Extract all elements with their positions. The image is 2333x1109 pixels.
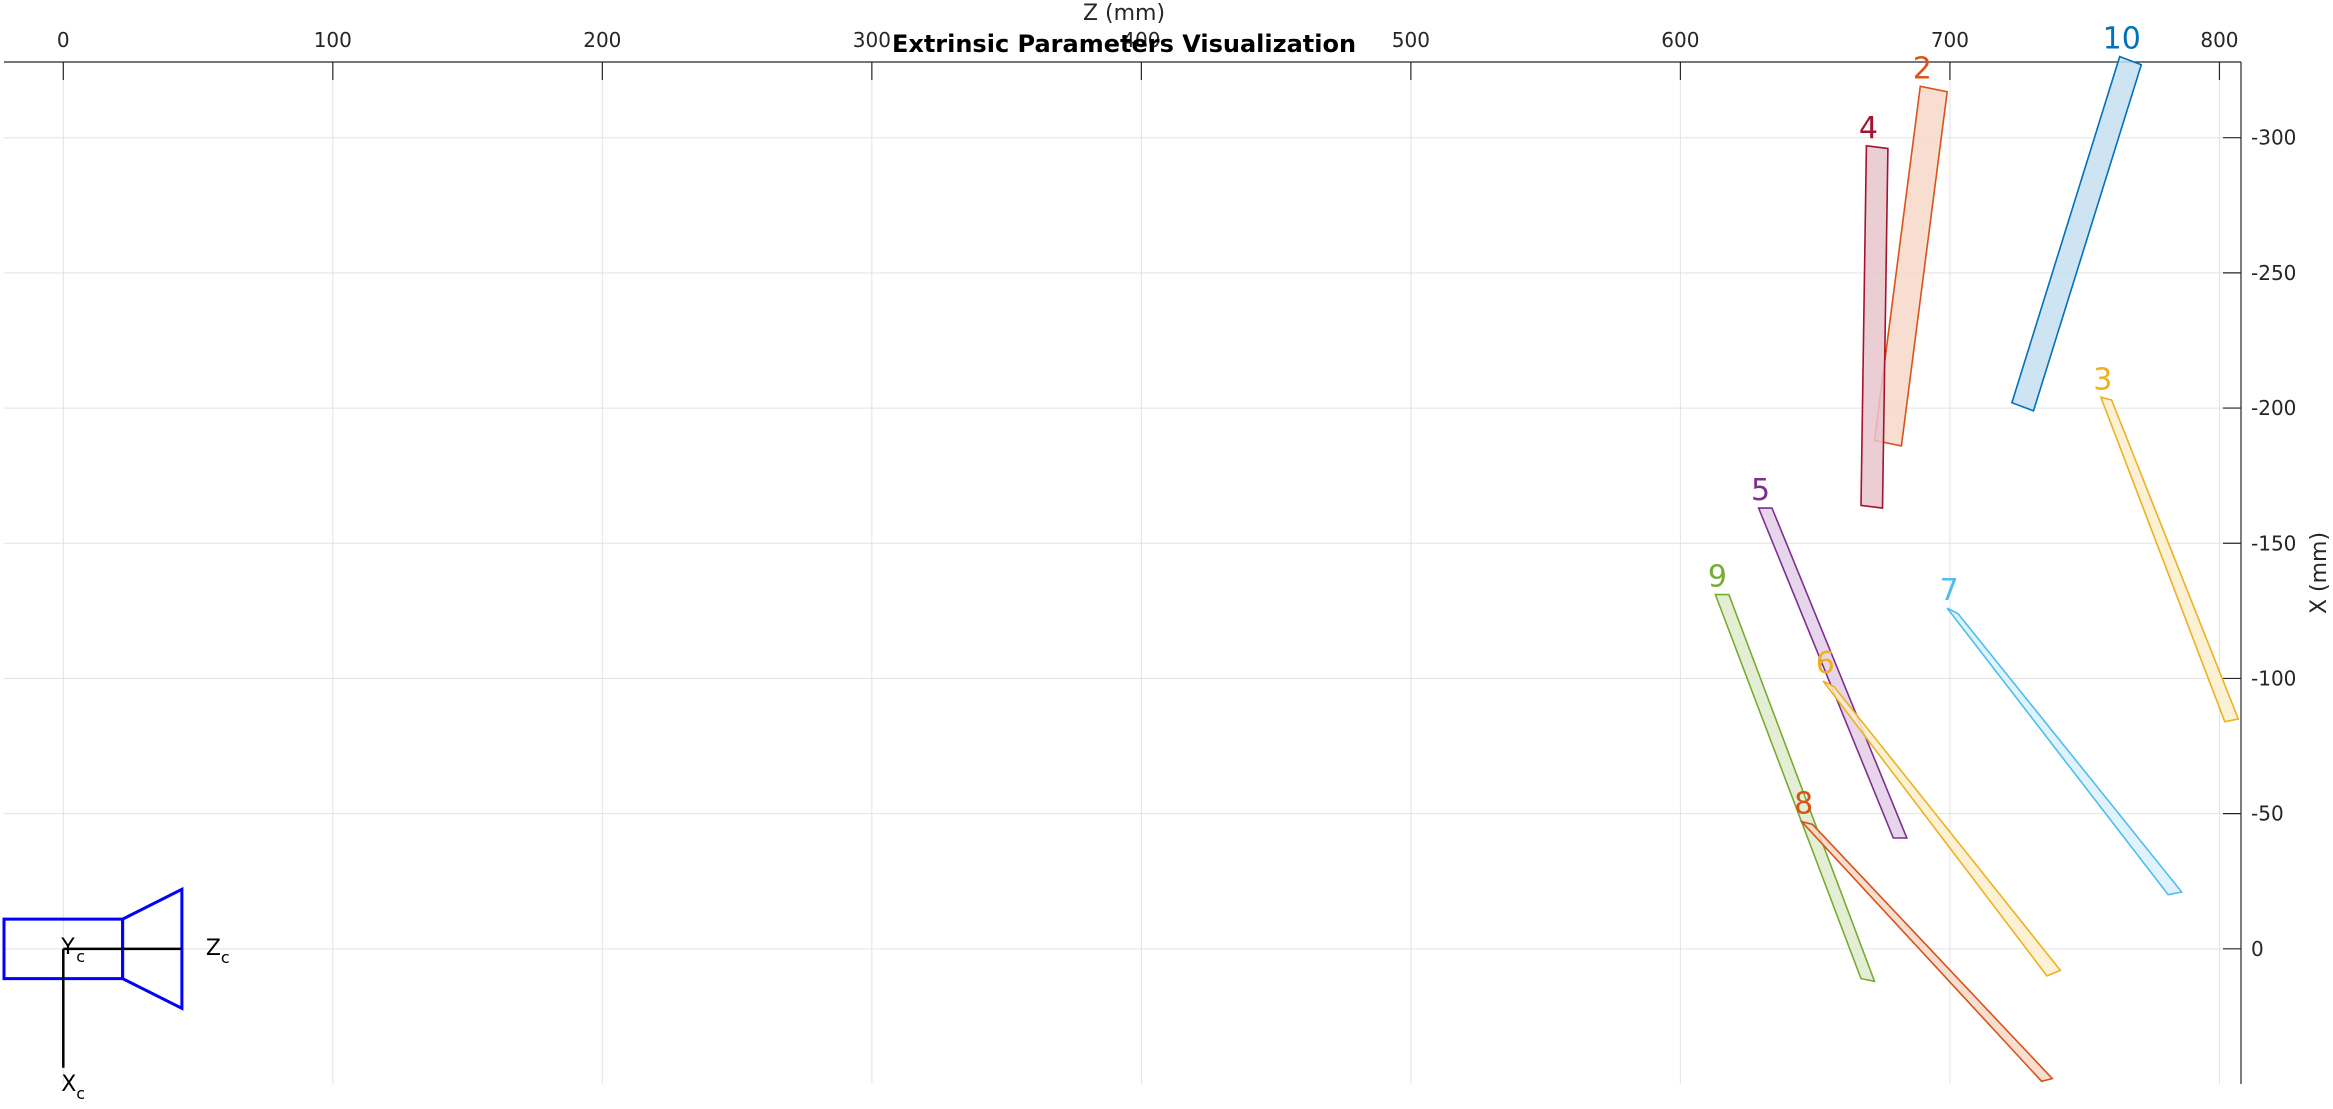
plane-label-9: 9 xyxy=(1708,560,1727,595)
plane-label-5: 5 xyxy=(1751,473,1770,508)
x-tick-label: 500 xyxy=(1392,28,1430,52)
y-axis-label: X (mm) xyxy=(2307,532,2332,614)
plane-label-4: 4 xyxy=(1859,111,1878,146)
plane-4 xyxy=(1860,144,1889,510)
plane-6 xyxy=(1822,680,2062,977)
x-tick-label: 200 xyxy=(583,28,621,52)
plane-10 xyxy=(2010,55,2143,412)
x-tick-label: 0 xyxy=(57,28,70,52)
x-tick-label: 700 xyxy=(1931,28,1969,52)
x-tick-label: 100 xyxy=(314,28,352,52)
axes xyxy=(4,61,2242,1084)
y-tick-label: -50 xyxy=(2251,802,2284,826)
plane-label-2: 2 xyxy=(1913,51,1932,86)
camera-x-label-main: X xyxy=(61,1072,76,1097)
grid xyxy=(4,62,2241,1084)
plane-label-6: 6 xyxy=(1816,646,1835,681)
y-tick-label: -100 xyxy=(2251,666,2296,690)
plane-3 xyxy=(2099,396,2240,723)
y-tick-label: 0 xyxy=(2251,937,2264,961)
plane-7 xyxy=(1946,607,2184,896)
camera-z-label-main: Z xyxy=(206,936,221,961)
plane-5 xyxy=(1757,507,1908,839)
ticks: 0 100 200 300 400 500 600 700 800 -300 -250 -200 -15… xyxy=(57,28,2296,961)
camera-y-label-sub: c xyxy=(76,947,85,966)
calibration-planes: 24 10 3 5 9 6 7 8 xyxy=(1708,22,2240,1083)
y-tick-label: -250 xyxy=(2251,261,2296,285)
plane-label-8: 8 xyxy=(1794,787,1813,822)
y-tick-label: -200 xyxy=(2251,396,2296,420)
x-tick-label: 600 xyxy=(1661,28,1699,52)
chart-title: Extrinsic Parameters Visualization xyxy=(892,30,1356,58)
camera-lens xyxy=(121,886,184,1011)
y-tick-label: -300 xyxy=(2251,126,2296,150)
x-tick-label: 400 xyxy=(1122,28,1160,52)
plane-label-3: 3 xyxy=(2093,362,2112,397)
camera-y-label-main: Y xyxy=(60,935,75,960)
camera-x-label-sub: c xyxy=(76,1084,85,1103)
plane-9 xyxy=(1714,593,1876,983)
camera-z-label-sub: c xyxy=(221,948,230,967)
x-tick-label: 800 xyxy=(2200,28,2238,52)
plane-2 xyxy=(1873,85,1949,447)
x-axis-label: Z (mm) xyxy=(1083,1,1165,26)
y-tick-label: -150 xyxy=(2251,531,2296,555)
plane-label-10: 10 xyxy=(2103,22,2141,57)
x-tick-label: 300 xyxy=(853,28,891,52)
plane-label-7: 7 xyxy=(1940,573,1959,608)
plane-8 xyxy=(1799,820,2054,1083)
